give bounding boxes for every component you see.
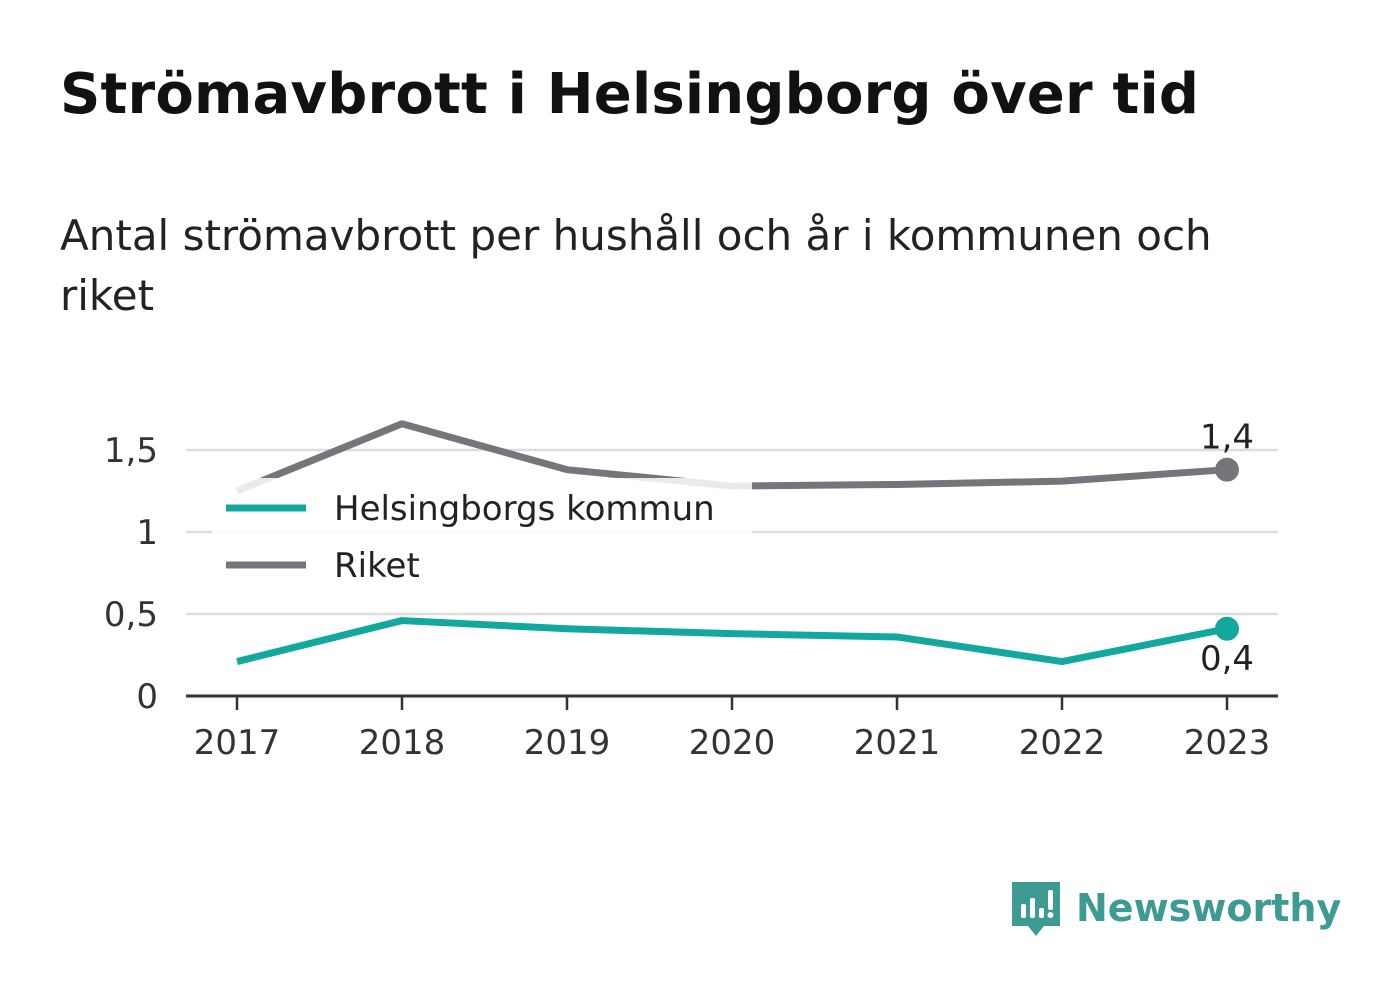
x-tick-label: 2019 <box>524 723 611 763</box>
end-labels: 0,4 1,4 <box>1200 418 1254 679</box>
x-tick-label: 2022 <box>1019 723 1106 763</box>
x-tick-label: 2018 <box>359 723 446 763</box>
chart-subtitle: Antal strömavbrott per hushåll och år i … <box>60 211 1212 320</box>
x-tick-label: 2021 <box>854 723 941 763</box>
legend-label: Helsingborgs kommun <box>334 489 715 529</box>
y-tick-label: 0 <box>136 677 158 717</box>
y-tick-label: 1,5 <box>104 431 158 471</box>
series-line-helsingborg <box>236 617 1228 666</box>
x-tick-label: 2020 <box>689 723 776 763</box>
data-label: 0,4 <box>1200 639 1254 679</box>
newsworthy-logo-icon <box>1012 882 1060 936</box>
brand-name: Newsworthy <box>1076 886 1342 930</box>
x-axis: 2017 2018 2019 2020 2021 2022 2023 <box>186 694 1278 763</box>
chart-title: Strömavbrott i Helsingborg över tid <box>60 62 1200 127</box>
y-tick-label: 1 <box>136 513 158 553</box>
legend: Helsingborgs kommun Riket <box>212 478 752 598</box>
end-point-marker <box>1215 457 1239 482</box>
y-axis: 0 0,5 1 1,5 <box>104 431 158 717</box>
newsworthy-brand: Newsworthy <box>1010 878 1341 938</box>
end-point-marker <box>1215 616 1239 641</box>
legend-background <box>212 478 752 598</box>
y-tick-label: 0,5 <box>104 595 158 635</box>
x-tick-label: 2023 <box>1184 723 1271 763</box>
legend-label: Riket <box>334 546 420 586</box>
x-tick-label: 2017 <box>194 723 281 763</box>
data-label: 1,4 <box>1200 418 1254 458</box>
